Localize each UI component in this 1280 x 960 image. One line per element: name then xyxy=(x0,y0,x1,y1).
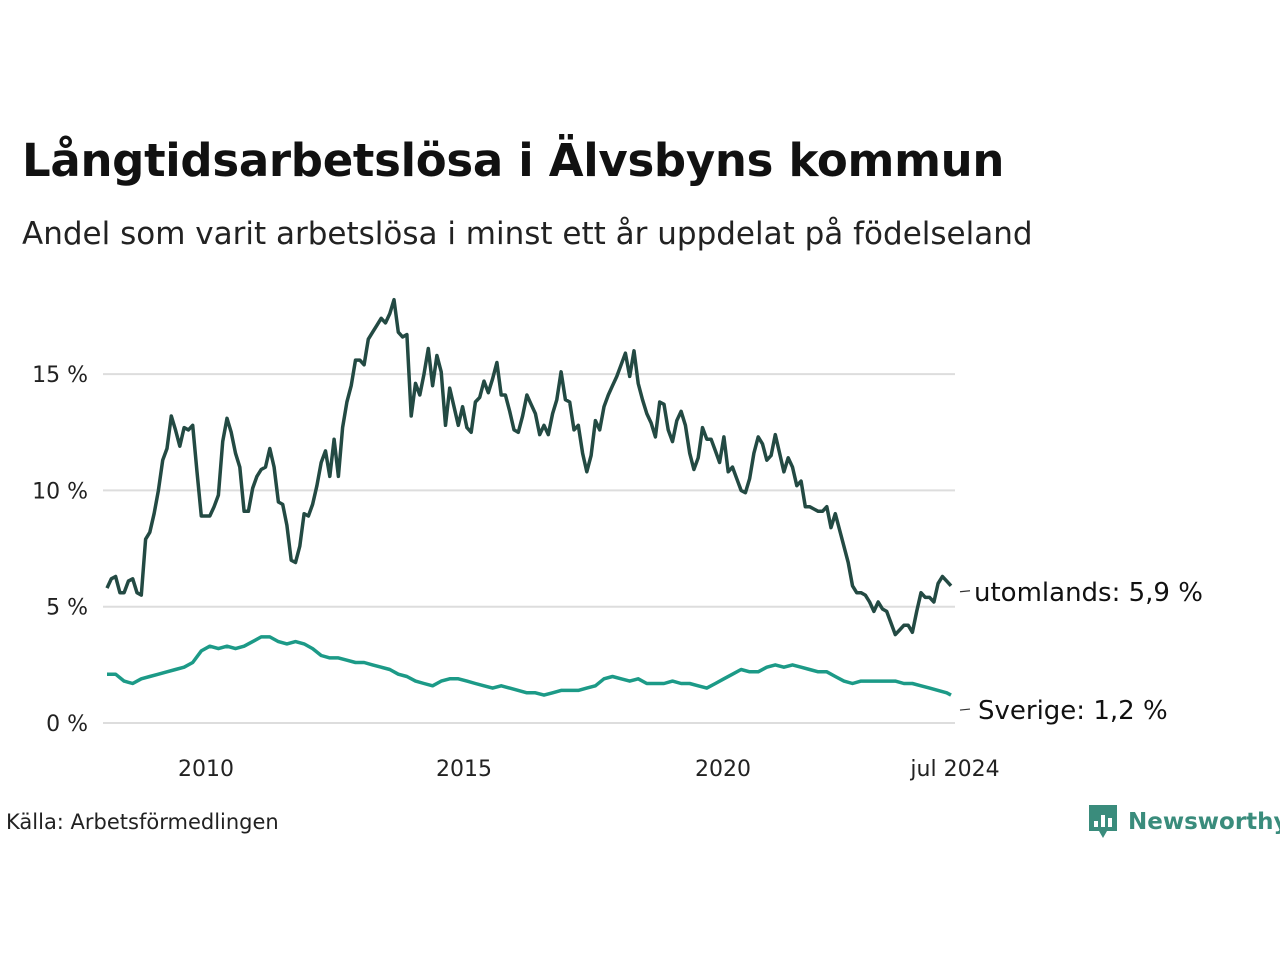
x-tick-label: 2020 xyxy=(695,757,751,782)
series-line-sverige xyxy=(107,635,952,697)
series-end-label-utomlands: utomlands: 5,9 % xyxy=(974,578,1203,608)
series-end-labels: utomlands: 5,9 % Sverige: 1,2 % xyxy=(959,578,1203,726)
x-axis-ticks: 2010 2015 2020 jul 2024 xyxy=(178,757,1000,782)
label-connector xyxy=(959,590,971,593)
chart-subtitle: Andel som varit arbetslösa i minst ett å… xyxy=(22,216,1033,252)
y-tick-label: 0 % xyxy=(46,712,88,737)
brand-logo: Newsworthy xyxy=(1088,804,1280,840)
gridlines xyxy=(103,373,955,724)
series-end-label-sverige: Sverige: 1,2 % xyxy=(978,696,1168,726)
x-tick-label: 2010 xyxy=(178,757,234,782)
x-tick-label: jul 2024 xyxy=(909,757,999,782)
chart-title: Långtidsarbetslösa i Älvsbyns kommun xyxy=(22,134,1005,187)
source-note: Källa: Arbetsförmedlingen xyxy=(6,810,279,834)
series-lines xyxy=(105,297,953,697)
label-connector xyxy=(959,708,971,711)
y-tick-label: 10 % xyxy=(32,479,88,504)
x-tick-label: 2015 xyxy=(436,757,492,782)
y-tick-label: 15 % xyxy=(32,363,88,388)
y-tick-label: 5 % xyxy=(46,596,88,621)
newsworthy-icon xyxy=(1089,805,1117,838)
y-axis-ticks: 0 % 5 % 10 % 15 % xyxy=(32,363,88,737)
brand-name: Newsworthy xyxy=(1128,809,1280,835)
series-line-utomlands xyxy=(105,297,953,637)
